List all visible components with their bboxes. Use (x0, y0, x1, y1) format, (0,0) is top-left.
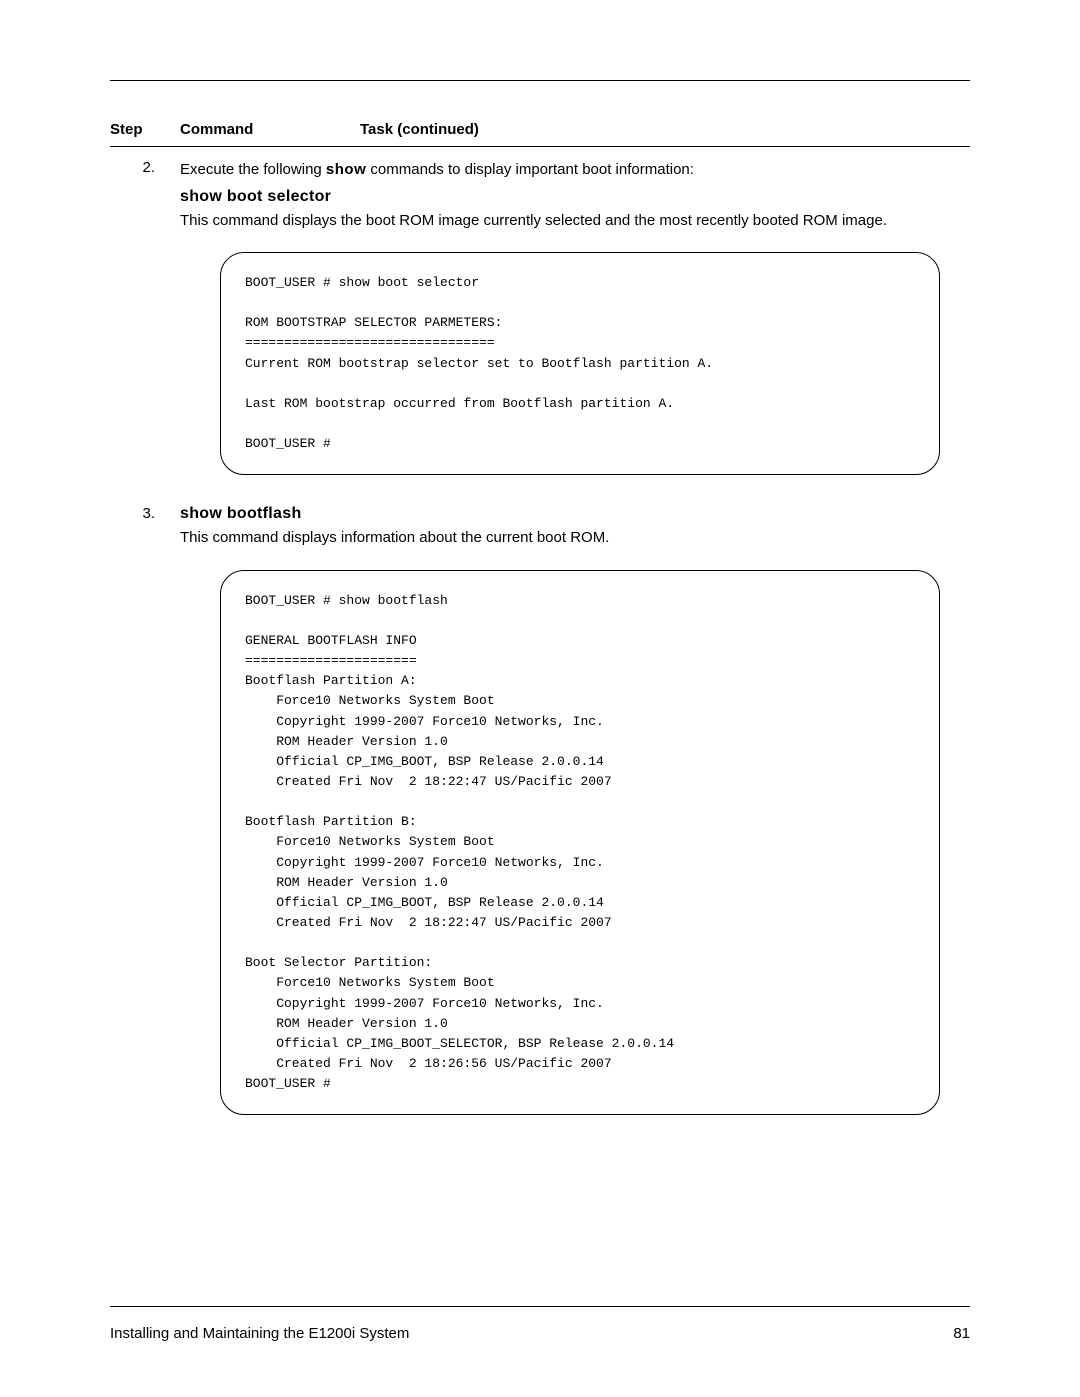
command-heading: show bootflash (180, 505, 970, 523)
step-number: 3. (110, 505, 180, 1139)
page-number: 81 (953, 1325, 970, 1342)
command-heading: show boot selector (180, 188, 970, 206)
step-intro-pre: Execute the following (180, 161, 326, 178)
step-description: This command displays information about … (180, 527, 970, 550)
step-body: show bootflash This command displays inf… (180, 505, 970, 1139)
step-intro: Execute the following show commands to d… (180, 159, 970, 182)
inline-command: show (326, 161, 366, 178)
step-description: This command displays the boot ROM image… (180, 210, 970, 233)
step-body: Execute the following show commands to d… (180, 159, 970, 499)
page-content: Step Command Task (continued) 2. Execute… (110, 80, 970, 1145)
footer-title: Installing and Maintaining the E1200i Sy… (110, 1325, 409, 1342)
step-row: 3. show bootflash This command displays … (110, 505, 970, 1139)
col-step-header: Step (110, 121, 180, 138)
step-number: 2. (110, 159, 180, 499)
bottom-rule (110, 1306, 970, 1307)
col-command-header: Command (180, 121, 360, 138)
page-footer: Installing and Maintaining the E1200i Sy… (110, 1306, 970, 1342)
step-row: 2. Execute the following show commands t… (110, 159, 970, 499)
terminal-output: BOOT_USER # show bootflash GENERAL BOOTF… (220, 570, 940, 1116)
terminal-output: BOOT_USER # show boot selector ROM BOOTS… (220, 252, 940, 475)
footer-row: Installing and Maintaining the E1200i Sy… (110, 1325, 970, 1342)
col-task-header: Task (continued) (360, 121, 970, 138)
step-intro-post: commands to display important boot infor… (366, 161, 694, 178)
table-header: Step Command Task (continued) (110, 121, 970, 147)
top-rule (110, 80, 970, 81)
